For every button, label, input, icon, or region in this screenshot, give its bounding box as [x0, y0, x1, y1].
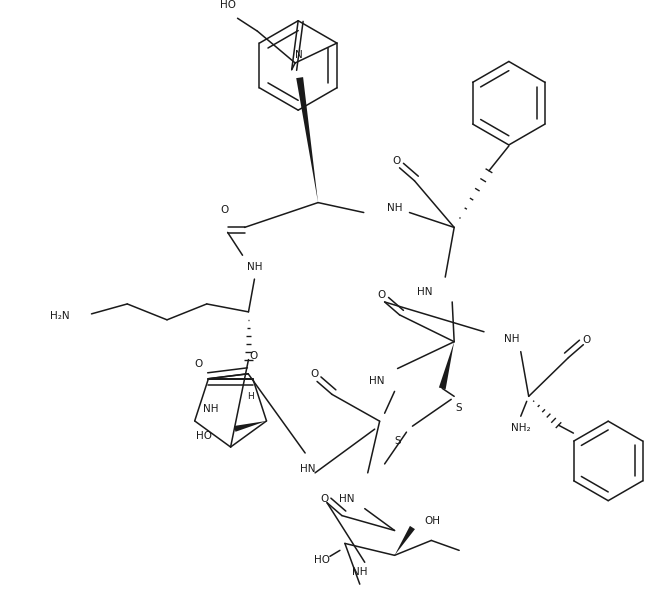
- Polygon shape: [234, 421, 266, 432]
- Text: H: H: [247, 392, 254, 401]
- Text: HN: HN: [300, 464, 316, 474]
- Text: NH: NH: [352, 567, 368, 577]
- Text: HO: HO: [196, 431, 212, 441]
- Text: S: S: [395, 436, 401, 446]
- Text: O: O: [310, 370, 318, 379]
- Text: O: O: [320, 494, 328, 503]
- Polygon shape: [395, 526, 415, 555]
- Text: HN: HN: [417, 287, 432, 297]
- Text: HO: HO: [314, 555, 330, 565]
- Text: HO: HO: [219, 1, 236, 10]
- Polygon shape: [296, 77, 318, 202]
- Text: NH: NH: [202, 404, 218, 414]
- Text: O: O: [378, 290, 386, 300]
- Text: O: O: [393, 156, 400, 166]
- Text: NH: NH: [387, 202, 402, 213]
- Text: HN: HN: [339, 494, 355, 503]
- Text: NH₂: NH₂: [511, 423, 531, 433]
- Text: HN: HN: [369, 376, 385, 387]
- Text: N: N: [296, 50, 303, 60]
- Text: S: S: [456, 403, 462, 413]
- Text: O: O: [221, 204, 229, 215]
- Text: H₂N: H₂N: [50, 311, 70, 321]
- Text: O: O: [249, 351, 257, 361]
- Text: NH: NH: [504, 334, 519, 344]
- Polygon shape: [439, 342, 454, 389]
- Text: O: O: [194, 359, 202, 369]
- Text: NH: NH: [247, 262, 263, 272]
- Text: O: O: [582, 335, 590, 345]
- Text: OH: OH: [424, 516, 440, 525]
